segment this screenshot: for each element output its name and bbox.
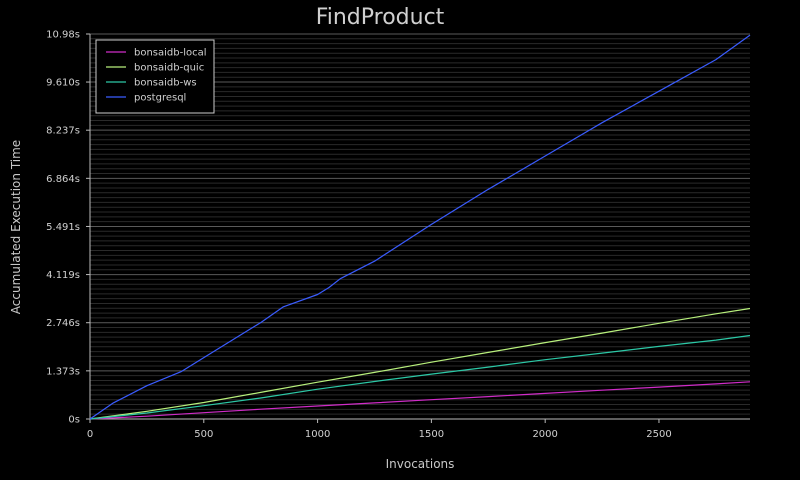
- y-tick-label: 5.491s: [46, 222, 80, 233]
- major-grid: [90, 33, 750, 420]
- y-tick-label: 6.864s: [46, 174, 80, 185]
- y-tick-label: 9.610s: [46, 78, 80, 89]
- legend-label: bonsaidb-local: [134, 48, 207, 59]
- x-tick-label: 500: [194, 429, 213, 440]
- legend-label: bonsaidb-quic: [134, 63, 204, 74]
- series-line-postgresql: [89, 34, 751, 420]
- series-line-bonsaidb-quic: [89, 307, 751, 420]
- legend: bonsaidb-local bonsaidb-quic bonsaidb-ws po…: [95, 39, 215, 114]
- series-line-bonsaidb-ws: [89, 334, 751, 420]
- y-tick-label: 8.237s: [46, 126, 80, 137]
- x-tick-label: 2000: [532, 429, 557, 440]
- y-tick-labels: 0s 1.373s 2.746s 4.119s 5.491s 6.864s 8.237s 9.…: [46, 30, 90, 426]
- y-tick-label: 4.119s: [46, 270, 80, 281]
- legend-label: postgresql: [134, 93, 186, 104]
- y-tick-label: 1.373s: [46, 366, 80, 377]
- y-axis-label: Accumulated Execution Time: [9, 140, 23, 314]
- x-tick-label: 1000: [305, 429, 330, 440]
- y-tick-label: 0s: [68, 415, 80, 426]
- x-tick-label: 1500: [419, 429, 444, 440]
- y-tick-label: 2.746s: [46, 318, 80, 329]
- x-axis-label: Invocations: [386, 457, 455, 471]
- legend-label: bonsaidb-ws: [134, 78, 197, 89]
- chart-title: FindProduct: [316, 5, 445, 30]
- x-tick-labels: 0 500 1000 1500 2000 2500: [87, 419, 672, 440]
- x-tick-label: 0: [87, 429, 93, 440]
- y-tick-label: 10.98s: [46, 30, 80, 41]
- x-tick-label: 2500: [646, 429, 671, 440]
- series-lines: [89, 34, 751, 420]
- series-line-bonsaidb-local: [89, 381, 751, 420]
